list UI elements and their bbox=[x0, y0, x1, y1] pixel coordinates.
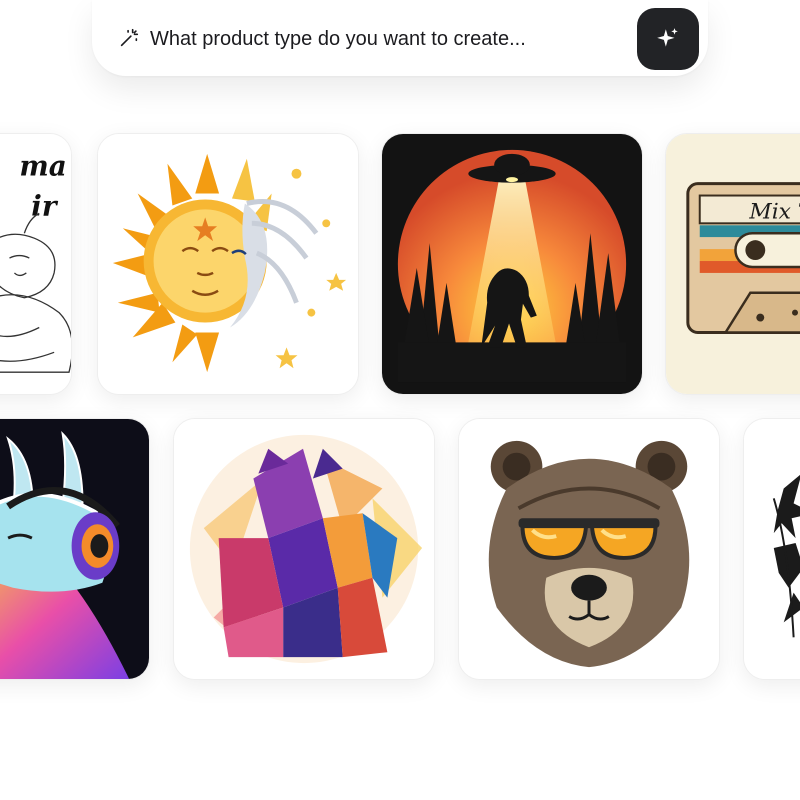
design-card-bear-sunglasses[interactable] bbox=[458, 418, 720, 680]
design-card-mix-tape[interactable]: Mix T bbox=[665, 133, 800, 395]
bottom-fade bbox=[0, 690, 800, 800]
design-card-llama-sketch[interactable]: ma ir bbox=[0, 133, 72, 395]
design-card-sun-and-moon[interactable] bbox=[97, 133, 359, 395]
svg-text:ir: ir bbox=[31, 189, 59, 222]
cassette-tape-image: Mix T bbox=[666, 134, 800, 394]
geometric-bears-image bbox=[174, 419, 434, 679]
design-card-llama-headphones[interactable] bbox=[0, 418, 150, 680]
generate-button[interactable] bbox=[637, 8, 699, 70]
sun-and-moon-image bbox=[98, 134, 358, 394]
bigfoot-ufo-image bbox=[382, 134, 642, 394]
llama-headphones-image bbox=[0, 419, 149, 679]
design-card-geometric-bears[interactable] bbox=[173, 418, 435, 680]
prompt-input[interactable] bbox=[150, 24, 590, 54]
llama-sketch-image: ma ir bbox=[0, 134, 71, 394]
svg-text:ma: ma bbox=[19, 150, 66, 183]
sparkle-icon bbox=[657, 28, 678, 47]
cracked-wall-image bbox=[744, 419, 800, 679]
cassette-label: Mix T bbox=[748, 199, 800, 224]
design-card-bigfoot-ufo[interactable] bbox=[381, 133, 643, 395]
magic-wand-icon bbox=[120, 28, 139, 47]
prompt-bar bbox=[92, 0, 708, 76]
bear-sunglasses-image bbox=[459, 419, 719, 679]
design-card-cracked-wall[interactable] bbox=[743, 418, 800, 680]
